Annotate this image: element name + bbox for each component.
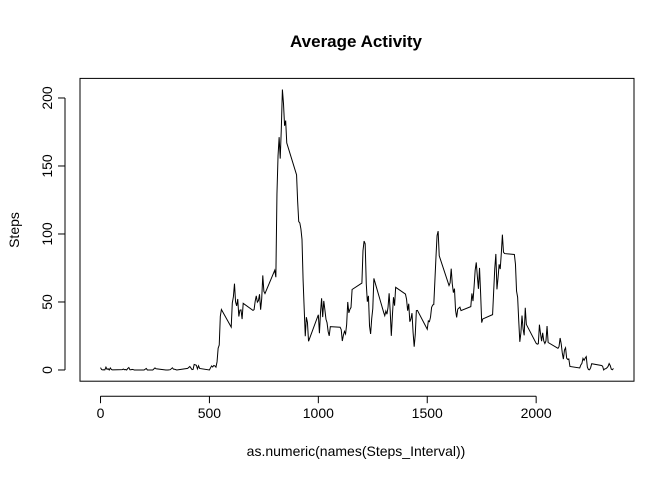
y-tick-label: 50 [39,294,55,310]
y-tick-label: 0 [39,366,55,374]
x-tick-label: 1500 [412,405,443,421]
plot-box [79,77,635,382]
x-tick-label: 1000 [303,405,334,421]
x-tick-label: 2000 [521,405,552,421]
x-tick-label: 0 [97,405,105,421]
y-tick-label: 100 [39,222,55,246]
data-line [100,89,614,371]
y-tick-label: 150 [39,154,55,178]
x-tick-label: 500 [198,405,222,421]
chart-title: Average Activity [290,32,423,51]
y-axis-label: Steps [6,212,22,248]
x-axis-label: as.numeric(names(Steps_Interval)) [247,443,466,459]
y-tick-label: 200 [39,86,55,110]
